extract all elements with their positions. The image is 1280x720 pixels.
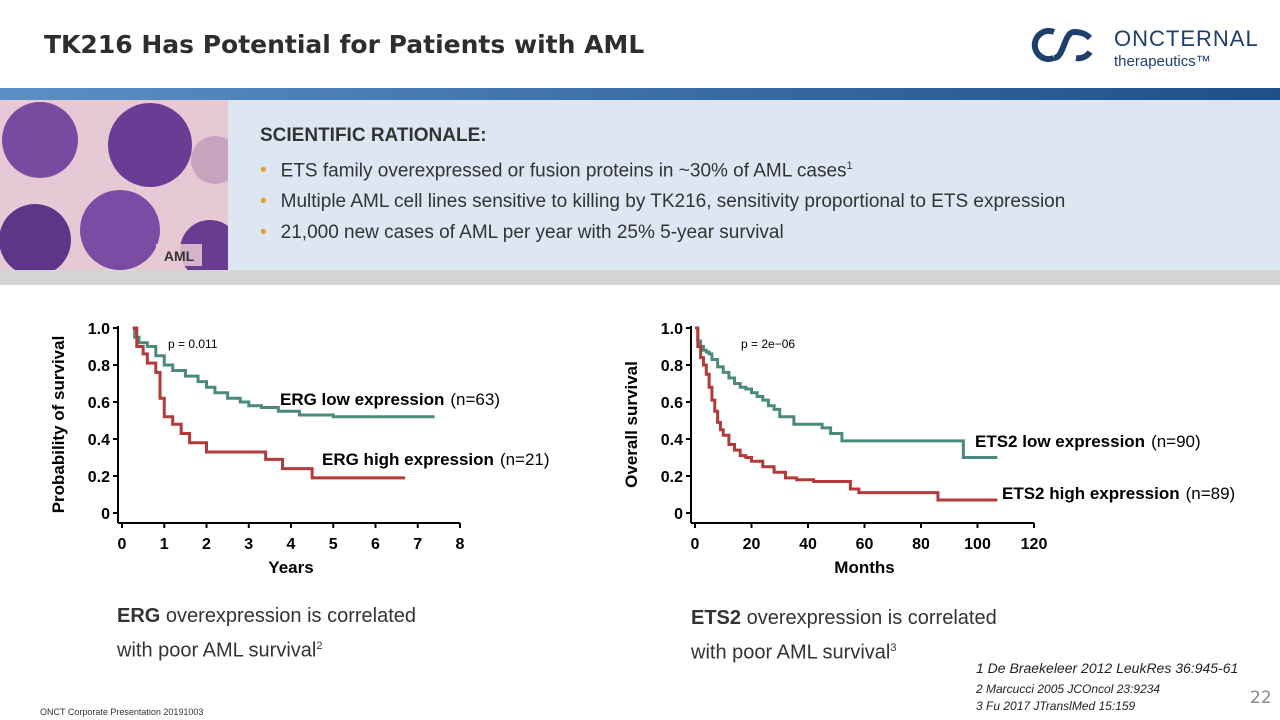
y-tick-label: 0.6 [88,395,110,412]
logo-mark [1075,50,1093,62]
logo: ONCTERNAL therapeutics™ [1031,26,1259,70]
caption-sup: 3 [890,642,897,654]
bullet: 21,000 new cases of AML per year with 25… [260,217,1065,248]
image-label: AML [164,248,195,264]
caption-text: overexpression is correlated [165,605,417,627]
y-tick-label: 0.2 [88,469,110,486]
logo-mark [1053,28,1093,61]
cell-image: AML [0,100,228,270]
legend-entry: ERG high expression (n=21) [322,450,550,469]
bullet: ETS family overexpressed or fusion prote… [260,151,1065,186]
logo-name: ONCTERNAL [1114,26,1259,51]
x-tick-label: 120 [1021,536,1048,553]
legend-name: ETS2 low expression [975,432,1145,451]
x-tick-label: 40 [799,536,817,553]
legend-name: ERG low expression [280,390,444,409]
x-tick-label: 4 [287,536,296,553]
y-axis-label: Probability of survival [49,336,68,514]
p-value: p = 0.011 [168,337,218,351]
y-tick-label: 0 [674,506,683,523]
caption: ETS2 overexpression is correlated with po… [691,603,997,668]
y-tick-label: 0.4 [88,432,110,449]
rationale-heading: SCIENTIFIC RATIONALE: [260,125,487,146]
legend-name: ETS2 high expression [1002,484,1180,503]
logo-sub: therapeutics™ [1114,53,1211,70]
reference: 2 Marcucci 2005 JCOncol 23:9234 [976,682,1161,696]
x-tick-label: 6 [371,536,380,553]
x-tick-label: 60 [856,536,874,553]
p-value: p = 2e−06 [741,337,795,351]
y-tick-label: 0.6 [661,395,683,412]
reference: 1 De Braekeleer 2012 LeukRes 36:945-61 [976,660,1239,676]
survival-curve [695,326,998,502]
legend-count: (n=90) [1151,432,1201,451]
header-bar [0,88,1280,100]
y-tick-label: 0.4 [661,432,683,449]
x-axis-label: Years [268,558,313,577]
x-tick-label: 3 [244,536,253,553]
legend-count: (n=21) [500,450,550,469]
caption-sup: 2 [316,640,323,652]
y-tick-label: 0.8 [661,358,683,375]
bullet-text: ETS family overexpressed or fusion prote… [280,160,847,182]
x-tick-label: 100 [964,536,991,553]
rationale: SCIENTIFIC RATIONALE: ETS family overexp… [260,120,1065,248]
x-tick-label: 20 [743,536,761,553]
x-tick-label: 5 [329,536,338,553]
caption-text: with poor AML survival [691,641,891,664]
x-tick-label: 80 [912,536,930,553]
caption-text: overexpression is correlated [746,607,997,629]
y-tick-label: 0.8 [88,358,110,375]
y-tick-label: 0.2 [661,469,683,486]
x-tick-label: 0 [691,536,700,553]
charts: 0 0.2 0.4 0.6 0.8 1.0 0 1 2 3 4 5 6 7 8 Years Probabilit… [49,321,1235,577]
bullet: Multiple AML cell lines sensitive to kil… [260,186,1066,217]
x-tick-label: 2 [202,536,211,553]
bullet-text: 21,000 new cases of AML per year with 25… [280,222,784,244]
survival-curve [695,326,998,459]
legend-entry: ETS2 low expression (n=90) [975,432,1201,451]
logo-mark [1031,28,1056,62]
caption-bold: ETS2 [691,607,742,629]
y-tick-label: 1.0 [88,321,110,338]
caption-text: with poor AML survival [117,639,317,662]
footer: ONCT Corporate Presentation 20191003 [40,707,204,717]
caption: ERG overexpression is correlated with poo… [117,601,416,666]
x-tick-label: 7 [413,536,422,553]
survival-curve [132,326,435,419]
caption-bold: ERG [117,605,161,627]
slide-title: TK216 Has Potential for Patients with AM… [44,30,645,59]
x-tick-label: 0 [118,536,127,553]
legend-count: (n=89) [1186,484,1236,503]
y-axis-label: Overall survival [622,361,641,488]
legend-entry: ERG low expression (n=63) [280,390,500,409]
y-tick-label: 0 [101,506,110,523]
x-tick-label: 8 [456,536,465,553]
bullet-text: Multiple AML cell lines sensitive to kil… [280,191,1066,213]
x-tick-label: 1 [160,536,169,553]
page-number: 22 [1250,688,1272,708]
y-tick-label: 1.0 [661,321,683,338]
x-axis-label: Months [834,558,894,577]
divider [0,270,1280,285]
legend-entry: ETS2 high expression (n=89) [1002,484,1235,503]
legend-name: ERG high expression [322,450,494,469]
reference: 3 Fu 2017 JTranslMed 15:159 [976,699,1136,713]
legend-count: (n=63) [450,390,500,409]
survival-curve [132,326,406,480]
bullet-sup: 1 [846,160,853,172]
